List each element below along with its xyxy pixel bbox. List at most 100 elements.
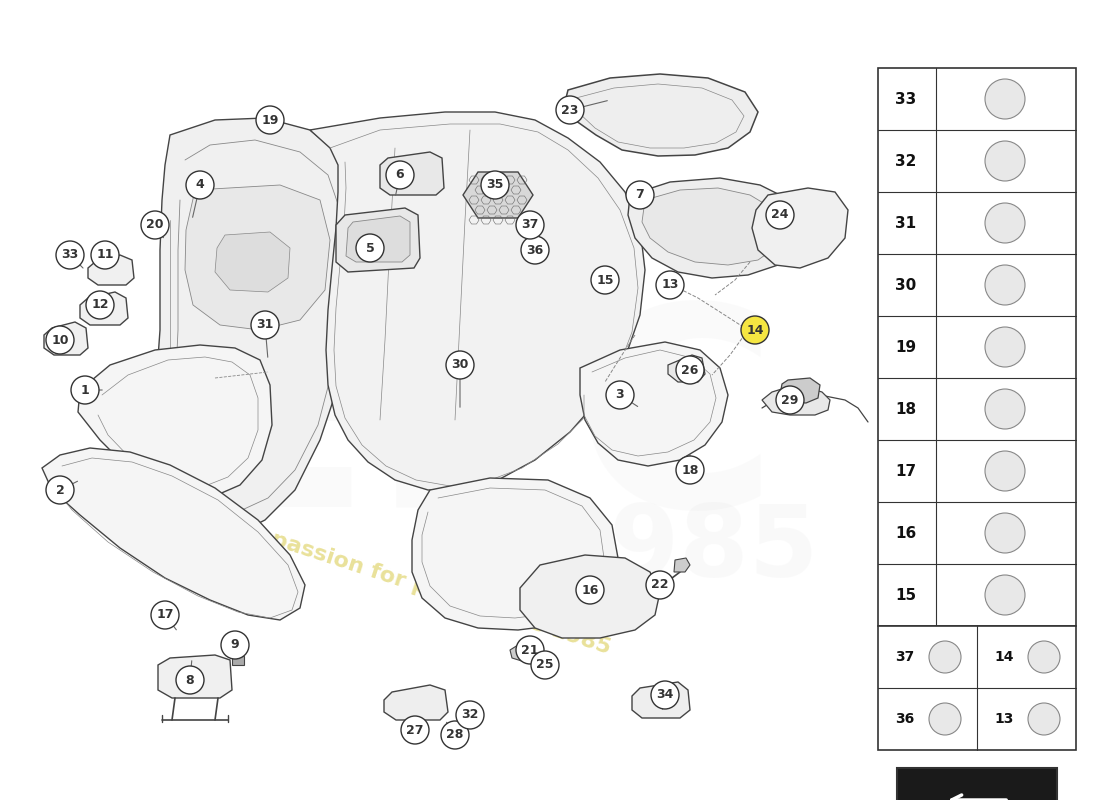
Polygon shape [752,188,848,268]
Circle shape [930,641,961,673]
Circle shape [676,356,704,384]
Polygon shape [463,172,534,218]
Circle shape [251,311,279,339]
Polygon shape [155,118,360,535]
Circle shape [984,141,1025,181]
Text: 16: 16 [895,526,916,541]
Circle shape [984,513,1025,553]
Text: 13: 13 [661,278,679,291]
Text: 2: 2 [56,483,65,497]
Polygon shape [628,178,800,278]
Text: 20: 20 [146,218,164,231]
Circle shape [441,721,469,749]
Circle shape [591,266,619,294]
Polygon shape [384,685,448,720]
Text: 30: 30 [895,278,916,293]
Polygon shape [80,292,128,325]
Text: EPC: EPC [182,295,779,565]
Circle shape [776,386,804,414]
Circle shape [46,326,74,354]
Text: 14: 14 [746,323,763,337]
Circle shape [232,642,244,654]
Text: 36: 36 [527,243,543,257]
Polygon shape [674,558,690,572]
Text: 17: 17 [895,463,916,478]
Text: 11: 11 [97,249,113,262]
Circle shape [46,476,74,504]
Text: 28: 28 [447,729,464,742]
Polygon shape [878,68,1076,626]
Circle shape [446,351,474,379]
Circle shape [656,271,684,299]
Polygon shape [44,322,88,355]
Polygon shape [232,656,244,665]
Text: 34: 34 [657,689,673,702]
Text: 27: 27 [406,723,424,737]
Text: 5: 5 [365,242,374,254]
Text: 33: 33 [895,91,916,106]
Text: 18: 18 [681,463,698,477]
Polygon shape [78,345,272,498]
Text: 1: 1 [80,383,89,397]
Polygon shape [762,388,830,415]
Text: 35: 35 [486,178,504,191]
Circle shape [1028,641,1060,673]
Circle shape [576,576,604,604]
Circle shape [521,236,549,264]
Text: 4: 4 [196,178,205,191]
Circle shape [741,316,769,344]
Polygon shape [412,478,618,630]
Polygon shape [642,188,782,265]
Text: 29: 29 [781,394,799,406]
Circle shape [606,381,634,409]
Polygon shape [668,355,705,382]
Circle shape [984,389,1025,429]
Circle shape [141,211,169,239]
Circle shape [984,451,1025,491]
Polygon shape [520,555,660,638]
Circle shape [626,181,654,209]
Text: 13: 13 [994,712,1014,726]
Circle shape [456,701,484,729]
Text: 30: 30 [451,358,469,371]
Text: 16: 16 [581,583,598,597]
Text: 32: 32 [461,709,478,722]
Text: 19: 19 [895,339,916,354]
Text: 26: 26 [681,363,698,377]
Polygon shape [896,768,1057,800]
Text: 31: 31 [895,215,916,230]
Text: 14: 14 [994,650,1014,664]
Circle shape [984,203,1025,243]
Text: 37: 37 [521,218,539,231]
Text: 31: 31 [256,318,274,331]
Circle shape [516,636,544,664]
Circle shape [984,265,1025,305]
Circle shape [176,666,204,694]
Text: 25: 25 [537,658,553,671]
Polygon shape [379,152,444,195]
Text: 24: 24 [771,209,789,222]
Text: 19: 19 [262,114,278,126]
Polygon shape [632,682,690,718]
Circle shape [930,703,961,735]
Text: 18: 18 [895,402,916,417]
Text: 6: 6 [396,169,405,182]
Circle shape [56,241,84,269]
Text: 32: 32 [895,154,916,169]
Circle shape [984,575,1025,615]
Circle shape [356,234,384,262]
Circle shape [386,161,414,189]
Circle shape [186,171,214,199]
Text: 22: 22 [651,578,669,591]
Text: 3: 3 [616,389,625,402]
Polygon shape [185,185,330,330]
Text: a passion for parts since 1985: a passion for parts since 1985 [246,522,613,658]
Text: 33: 33 [62,249,78,262]
Circle shape [402,716,429,744]
Circle shape [221,631,249,659]
Text: 17: 17 [156,609,174,622]
Polygon shape [510,642,538,662]
Circle shape [481,171,509,199]
Circle shape [256,106,284,134]
Circle shape [516,211,544,239]
